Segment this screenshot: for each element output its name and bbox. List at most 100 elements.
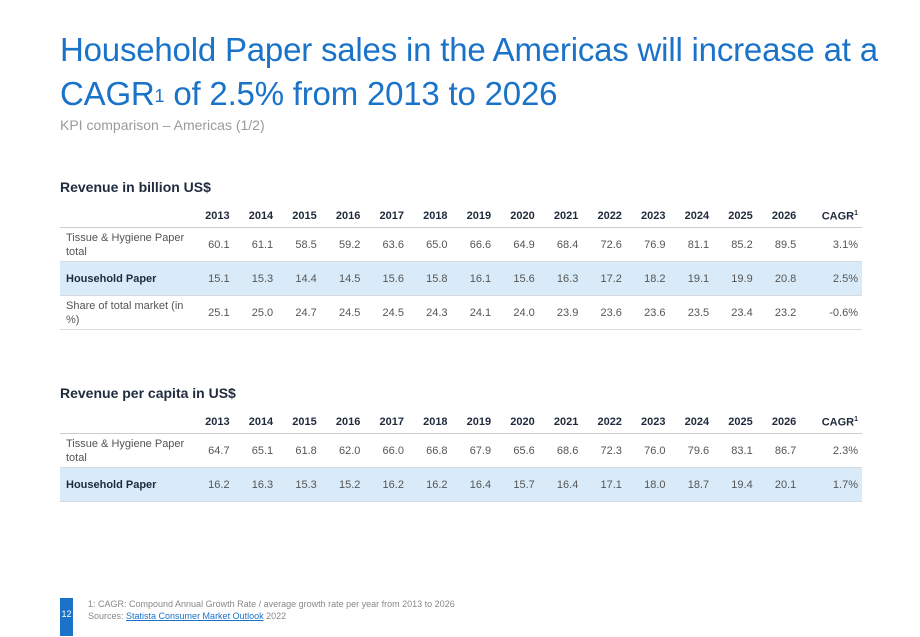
year-header: 2017 [379,416,404,428]
capita-table-header: 2013 2014 2015 2016 2017 2018 2019 2020 … [60,411,862,434]
table-cell: 86.7 [774,444,797,457]
row-label: Share of total market (in %) [66,299,184,326]
table-cell: 24.5 [382,306,404,319]
revenue-table-header: 2013 2014 2015 2016 2017 2018 2019 2020 … [60,205,862,228]
footnote-cagr: 1: CAGR: Compound Annual Growth Rate / a… [88,599,455,609]
table-cell: 66.0 [382,444,404,457]
table-cell: 15.7 [495,467,539,502]
table-cell: 58.5 [295,238,317,251]
table-cell: 15.6 [495,261,539,296]
table-cell: 76.0 [644,444,666,457]
page-subtitle: KPI comparison – Americas (1/2) [60,117,265,133]
revenue-table-title: Revenue in billion US$ [60,179,211,195]
table-cell: 16.3 [233,467,278,502]
table-row: Share of total market (in %) 25.1 25.0 24.7… [60,296,862,330]
year-header: 2013 [205,210,230,222]
table-cell: 72.6 [600,238,622,251]
cagr-cell: 3.1% [832,238,858,251]
year-header: 2025 [728,210,753,222]
table-cell: 25.1 [208,306,230,319]
year-header: 2024 [684,210,710,222]
year-header: 2019 [466,416,492,428]
table-cell: 20.1 [756,467,801,502]
table-row: Household Paper 16.2 16.3 15.3 15.2 16.2 16.2 1… [60,467,862,502]
table-cell: 16.1 [451,261,496,296]
year-header: 2022 [597,416,622,428]
table-cell: 64.7 [208,444,230,457]
table-cell: 23.5 [687,306,710,319]
row-label: Household Paper [60,261,190,296]
year-header: 2014 [248,210,274,222]
table-row: Tissue & Hygiene Paper total 64.7 65.1 61.8… [60,434,862,468]
year-header: 2013 [205,416,230,428]
table-cell: 61.1 [251,238,274,251]
year-header: 2022 [597,210,622,222]
year-header: 2017 [379,210,404,222]
table-cell: 16.2 [407,467,452,502]
table-cell: 83.1 [731,444,753,457]
table-cell: 15.6 [364,261,408,296]
table-cell: 23.2 [774,306,797,319]
year-header: 2018 [423,210,448,222]
table-cell: 68.4 [556,238,579,251]
table-cell: 59.2 [338,238,361,251]
table-cell: 24.1 [469,306,492,319]
table-cell: 23.6 [644,306,666,319]
table-cell: 24.3 [426,306,448,319]
year-header: 2020 [510,416,535,428]
table-cell: 24.0 [513,306,535,319]
year-header: 2024 [684,416,710,428]
table-cell: 81.1 [687,238,710,251]
year-header: 2019 [466,210,492,222]
table-cell: 24.7 [295,306,317,319]
row-label: Household Paper [60,467,190,502]
table-cell: 85.2 [731,238,753,251]
table-cell: 15.8 [407,261,452,296]
year-header: 2023 [641,210,666,222]
row-label: Tissue & Hygiene Paper total [66,437,185,464]
table-cell: 23.9 [556,306,579,319]
footnote-sources: Sources: Statista Consumer Market Outloo… [88,611,287,621]
year-header: 2026 [771,416,797,428]
table-cell: 17.2 [582,261,626,296]
sources-link[interactable]: Statista Consumer Market Outlook [126,611,264,621]
year-header: 2020 [510,210,535,222]
year-header: 2018 [423,416,448,428]
table-cell: 19.9 [713,261,757,296]
table-cell: 62.0 [338,444,361,457]
table-cell: 18.0 [625,467,670,502]
year-header: 2026 [771,210,797,222]
table-cell: 18.7 [669,467,714,502]
row-label: Tissue & Hygiene Paper total [66,231,185,258]
table-cell: 16.4 [451,467,496,502]
capita-table-title: Revenue per capita in US$ [60,385,236,401]
year-header: 2015 [292,210,317,222]
cagr-cell: 2.3% [832,444,858,457]
table-cell: 23.6 [600,306,622,319]
year-header: 2016 [335,210,361,222]
table-cell: 17.1 [582,467,626,502]
table-cell: 16.3 [538,261,583,296]
table-row: Household Paper 15.1 15.3 14.4 14.5 15.6 15.8 1… [60,261,862,296]
year-header: 2021 [553,416,579,428]
table-cell: 66.6 [469,238,492,251]
table-cell: 19.1 [669,261,714,296]
cagr-header: CAGR1 [821,209,858,223]
page-title: Household Paper sales in the Americas wi… [60,31,878,112]
cagr-cell: 1.7% [800,467,862,502]
table-cell: 66.8 [426,444,448,457]
table-cell: 18.2 [625,261,670,296]
table-cell: 15.3 [233,261,278,296]
year-header: 2025 [728,416,753,428]
table-cell: 76.9 [644,238,666,251]
page-number: 12 [60,598,73,636]
capita-table: 2013 2014 2015 2016 2017 2018 2019 2020 … [60,411,862,502]
table-cell: 63.6 [382,238,404,251]
table-cell: 89.5 [774,238,797,251]
table-cell: 60.1 [208,238,230,251]
cagr-header: CAGR1 [821,415,858,429]
table-cell: 79.6 [687,444,710,457]
year-header: 2023 [641,416,666,428]
table-cell: 16.4 [538,467,583,502]
table-cell: 25.0 [251,306,274,319]
